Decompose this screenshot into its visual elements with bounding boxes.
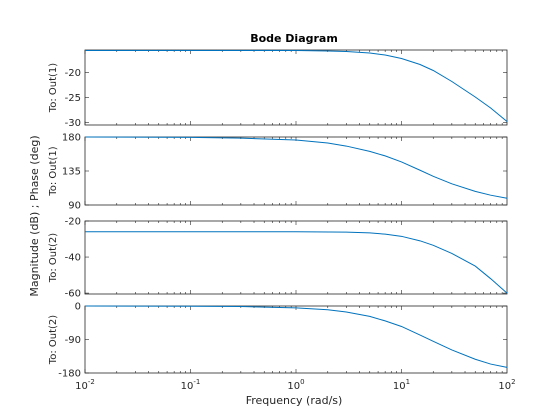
y-tick-label: -90	[65, 335, 81, 346]
x-tick-label: 100	[287, 378, 304, 392]
y-tick-label: -180	[58, 369, 81, 380]
panel-1: -20 -25 -30 To: Out(1)	[48, 49, 508, 129]
chart-title: Bode Diagram	[250, 32, 338, 45]
x-tick-label: 10-2	[75, 378, 95, 392]
panel-frame	[84, 305, 508, 374]
y-tick-label: 135	[62, 167, 81, 178]
panel-frame	[84, 136, 508, 206]
panel-output-label: To: Out(2)	[48, 233, 59, 283]
y-tick-label: -60	[65, 289, 81, 300]
panel-output-label: To: Out(1)	[48, 63, 59, 113]
y-tick-label: 180	[62, 133, 81, 144]
panel-frame	[84, 49, 508, 126]
series-line	[85, 50, 508, 122]
panel-output-label: To: Out(1)	[48, 146, 59, 196]
y-tick-label: 0	[75, 302, 81, 313]
panel-4: 0 -90 -180 To: Out(2)	[48, 302, 508, 380]
y-tick-label: -20	[65, 217, 81, 228]
y-tick-label: -40	[65, 253, 81, 264]
x-tick-label: 101	[393, 378, 410, 392]
x-tick-label: 102	[498, 378, 515, 392]
y-axis-label: Magnitude (dB) ; Phase (deg)	[28, 135, 41, 296]
panel-frame	[84, 220, 508, 295]
y-tick-label: -20	[65, 68, 81, 79]
panel-3: -20 -40 -60 To: Out(2)	[48, 217, 508, 300]
y-tick-label: -25	[65, 93, 81, 104]
series-line	[85, 231, 508, 294]
y-tick-label: 90	[68, 201, 81, 212]
x-axis-label: Frequency (rad/s)	[246, 394, 343, 407]
y-tick-label: -30	[65, 118, 81, 129]
series-line	[84, 136, 508, 199]
series-line	[84, 305, 508, 368]
x-tick-label: 10-1	[181, 378, 201, 392]
panel-2: 180 135 90 To: Out(1)	[48, 133, 508, 212]
panel-output-label: To: Out(2)	[48, 315, 59, 365]
